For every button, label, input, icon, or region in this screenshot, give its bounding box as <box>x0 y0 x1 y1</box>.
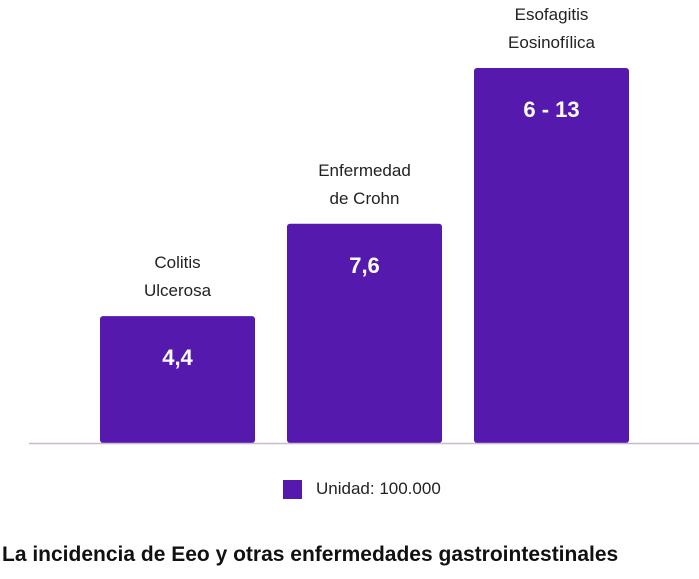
legend: Unidad: 100.000 <box>283 479 441 499</box>
category-label-2-line-2: de Crohn <box>330 189 400 208</box>
legend-label: Unidad: 100.000 <box>316 479 441 498</box>
category-label-3-line-2: Eosinofílica <box>508 33 595 52</box>
legend-swatch <box>283 479 302 499</box>
bar-value-label-1: 4,4 <box>162 345 193 370</box>
bar-3 <box>474 68 629 443</box>
bars-group: 4,4 Colitis Ulcerosa 7,6 Enfermedad de Crohn 6… <box>100 5 629 443</box>
category-label-2-line-1: Enfermedad <box>318 161 411 180</box>
bar-value-label-3: 6 - 13 <box>523 97 579 122</box>
category-label-3-line-1: Esofagitis <box>515 5 589 24</box>
category-label-1-line-2: Ulcerosa <box>144 281 212 300</box>
bar-1 <box>100 316 255 443</box>
bar-value-label-2: 7,6 <box>349 253 380 278</box>
chart-caption: La incidencia de Eeo y otras enfermedade… <box>2 543 619 566</box>
bar-2 <box>287 223 442 443</box>
bar-chart: 4,4 Colitis Ulcerosa 7,6 Enfermedad de Crohn 6… <box>29 5 699 445</box>
category-label-1-line-1: Colitis <box>154 253 200 272</box>
